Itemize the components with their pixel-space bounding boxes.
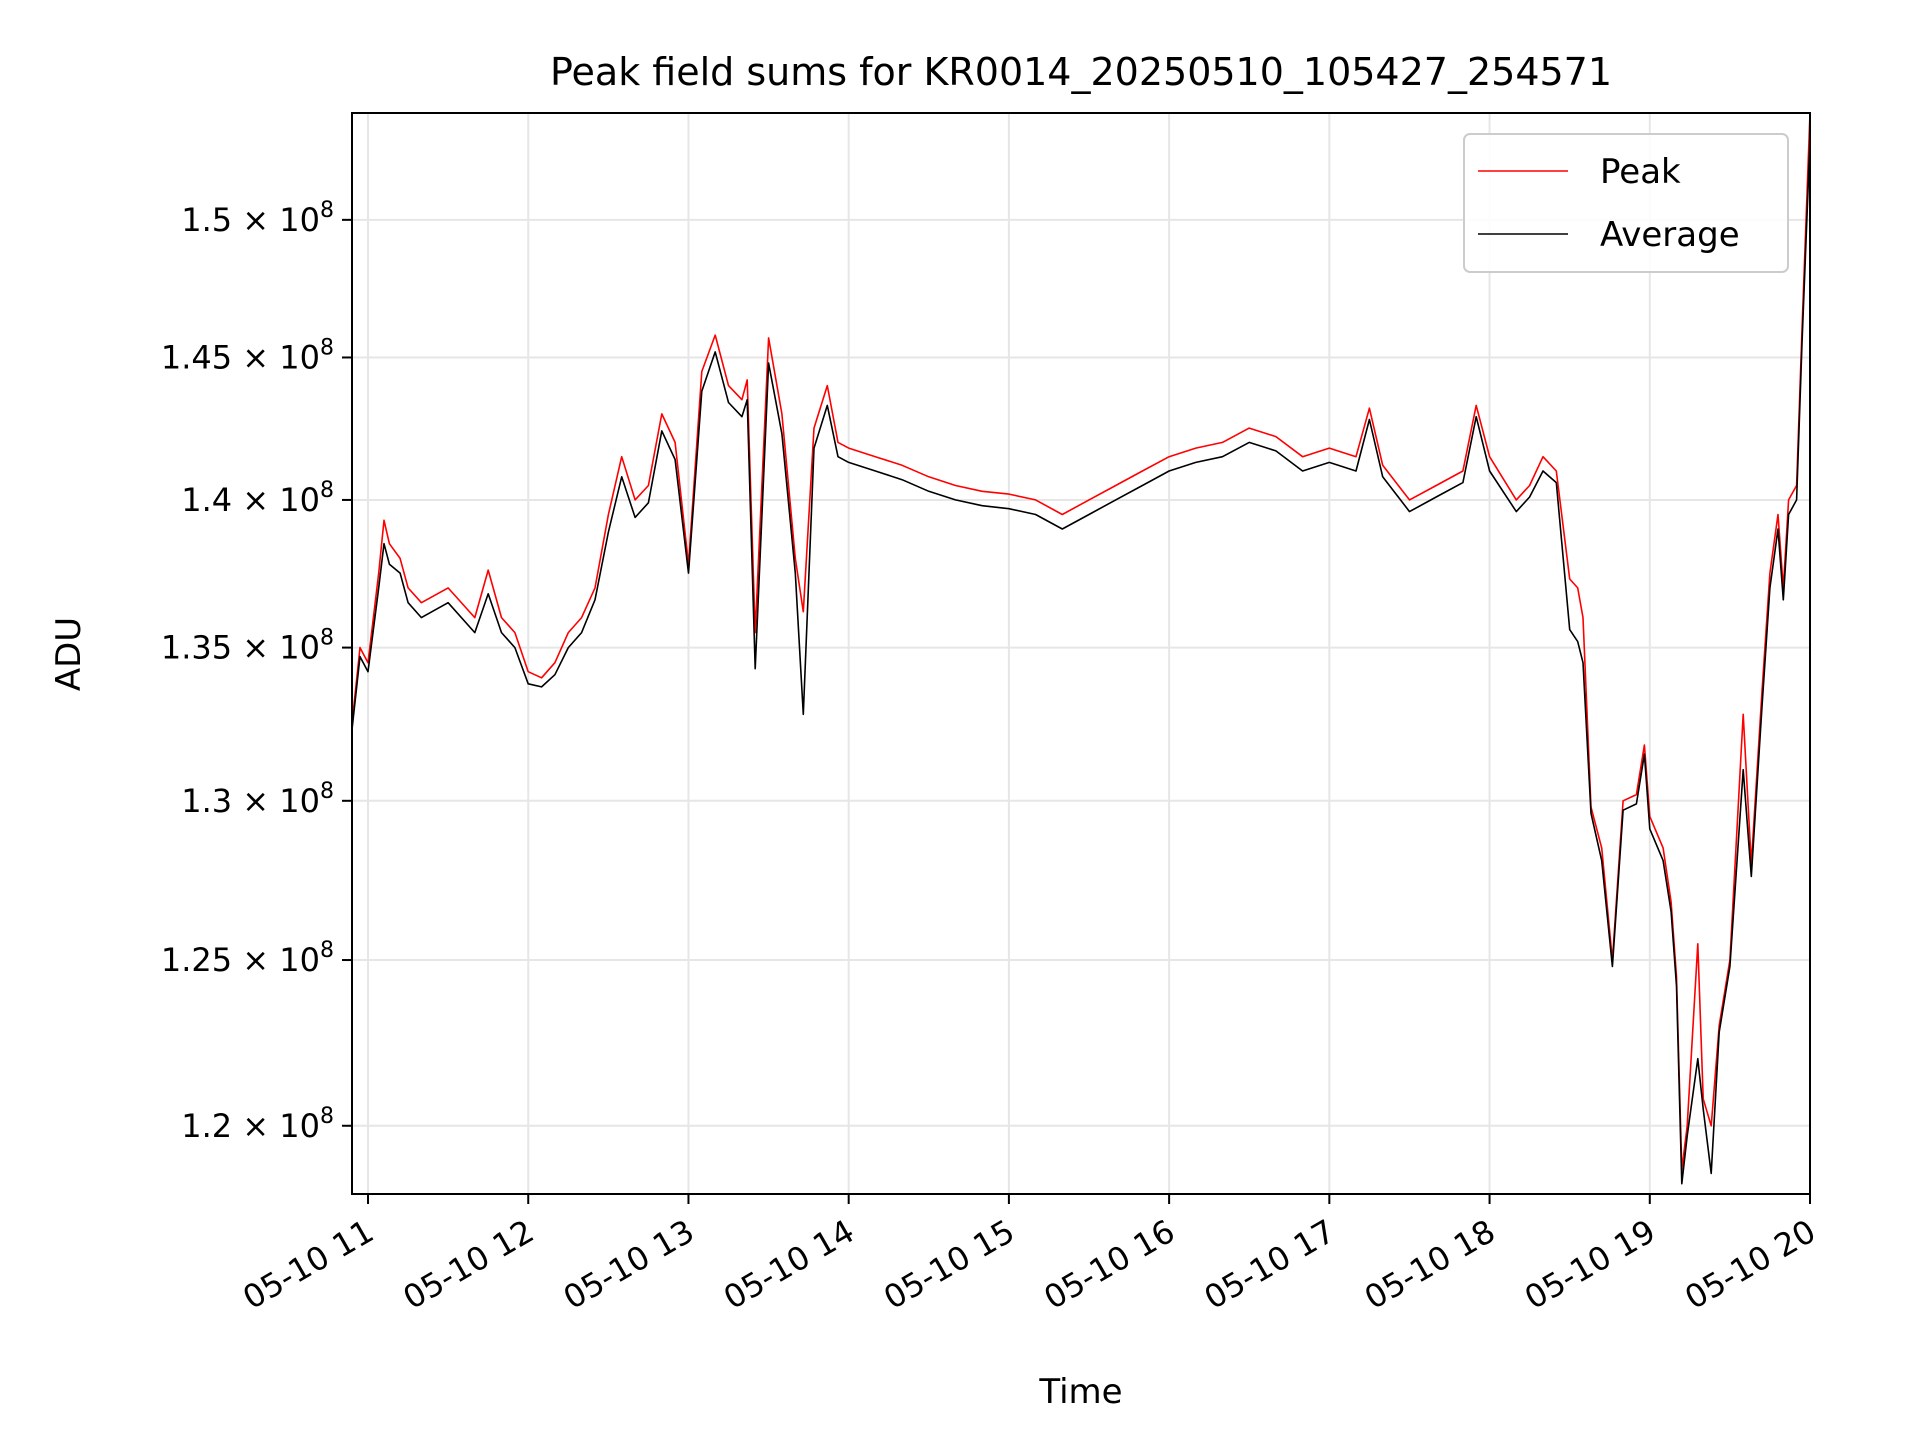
y-tick-label: 1.4 × 108 (181, 478, 334, 519)
y-tick-label: 1.3 × 108 (181, 779, 334, 820)
y-tick-label: 1.25 × 108 (161, 938, 334, 979)
chart-title: Peak field sums for KR0014_20250510_1054… (550, 50, 1612, 94)
legend-box (1463, 133, 1789, 273)
y-axis-label: ADU (49, 617, 89, 691)
y-tick-label: 1.2 × 108 (181, 1104, 334, 1145)
y-tick-label: 1.35 × 108 (161, 626, 334, 667)
y-tick-label: 1.5 × 108 (181, 198, 334, 239)
series-line-average (351, 139, 1811, 1185)
legend-label-average: Average (1600, 215, 1740, 255)
series-lines (351, 112, 1811, 1185)
y-tick-label: 1.45 × 108 (161, 335, 334, 376)
legend: Peak Average (1463, 133, 1789, 273)
legend-label-peak: Peak (1600, 152, 1681, 192)
plot-frame (351, 112, 1811, 1195)
x-axis-label: Time (1038, 1372, 1122, 1412)
